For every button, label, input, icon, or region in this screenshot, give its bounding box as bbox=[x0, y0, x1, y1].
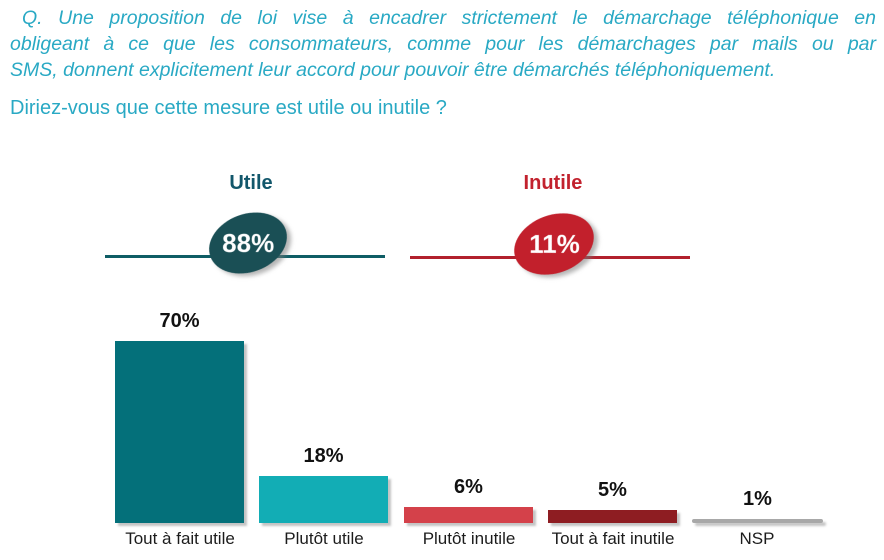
subquestion-text: Diriez-vous que cette mesure est utile o… bbox=[10, 97, 447, 119]
inutile-total-value: 11% bbox=[528, 228, 580, 259]
utile-total-oval: 88% bbox=[200, 202, 296, 284]
category-label-plutot-utile: Plutôt utile bbox=[284, 529, 364, 548]
category-label-tout-a-fait-inutile: Tout à fait inutile bbox=[551, 529, 675, 548]
value-label-plutot-inutile: 6% bbox=[454, 476, 483, 498]
value-label-plutot-utile: 18% bbox=[303, 445, 344, 467]
question-line-3: SMS, donnent explicitement leur accord p… bbox=[10, 59, 776, 81]
question-text: Q. Une proposition de loi vise à encadre… bbox=[10, 5, 876, 83]
bar-tout-a-fait-inutile bbox=[548, 510, 677, 523]
utile-total-value: 88% bbox=[221, 227, 275, 258]
category-label-nsp: NSP bbox=[739, 529, 775, 548]
bar-nsp bbox=[692, 519, 823, 523]
question-line-1: Q. Une proposition de loi vise à encadre… bbox=[22, 7, 876, 29]
value-label-tout-a-fait-utile: 70% bbox=[159, 310, 200, 332]
category-label-tout-a-fait-utile: Tout à fait utile bbox=[125, 529, 235, 548]
bar-chart: 70% Tout à fait utile 18% Plutôt utile 6… bbox=[0, 300, 884, 560]
value-label-nsp: 1% bbox=[743, 488, 772, 510]
bar-tout-a-fait-utile bbox=[115, 341, 244, 523]
inutile-total-oval: 11% bbox=[505, 202, 603, 286]
question-line-2: obligeant à ce que les consommateurs, co… bbox=[10, 33, 876, 55]
inutile-heading: Inutile bbox=[523, 172, 583, 194]
bar-plutot-inutile bbox=[404, 507, 533, 523]
bar-plutot-utile bbox=[259, 476, 388, 523]
utile-heading: Utile bbox=[229, 172, 273, 194]
value-label-tout-a-fait-inutile: 5% bbox=[598, 479, 627, 501]
category-label-plutot-inutile: Plutôt inutile bbox=[422, 529, 516, 548]
